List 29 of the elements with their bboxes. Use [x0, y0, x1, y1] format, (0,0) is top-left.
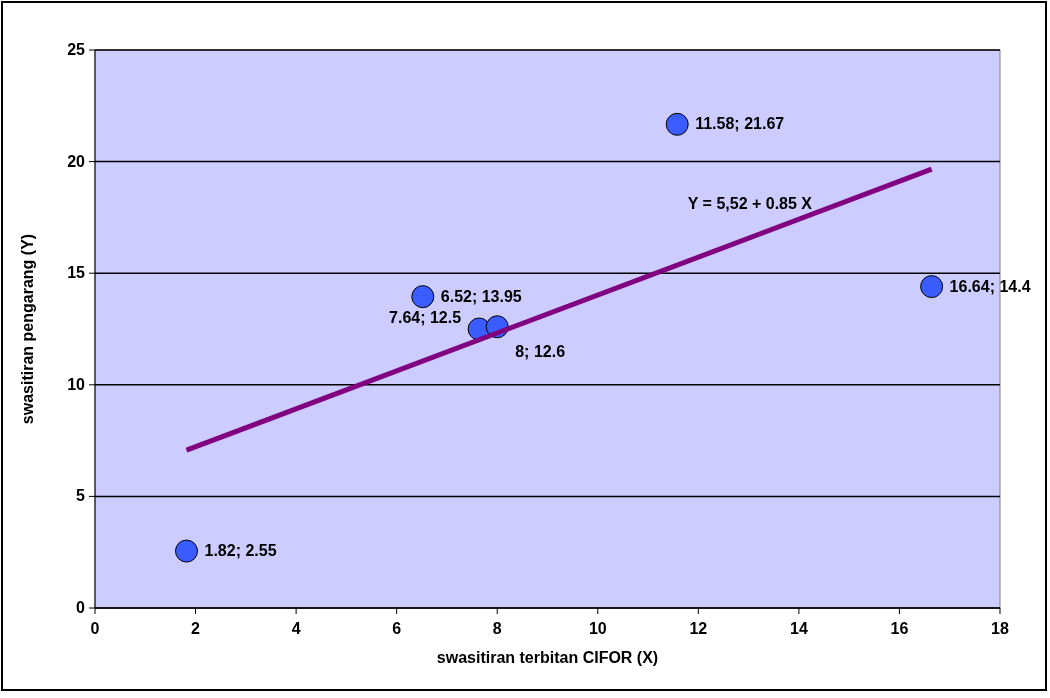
point	[175, 539, 199, 563]
y-tick-label: 20	[67, 152, 86, 170]
data-label: 1.82; 2.55	[204, 542, 277, 560]
x-tick-label: 12	[689, 620, 708, 637]
data-label: 7.64; 12.5	[389, 309, 462, 327]
y-tick-label: 0	[76, 599, 86, 616]
x-axis-title: swasitiran terbitan CIFOR (X)	[436, 649, 659, 666]
point	[920, 275, 944, 299]
x-tick-label: 10	[588, 620, 607, 637]
x-tick-label: 8	[492, 620, 502, 637]
x-tick-label: 18	[991, 620, 1009, 637]
data-label: 11.58; 21.67	[695, 115, 785, 133]
y-tick-label: 5	[76, 487, 86, 505]
annotation: Y = 5,52 + 0.85 X	[687, 195, 813, 213]
x-tick-label: 2	[191, 620, 201, 637]
x-tick-label: 4	[291, 620, 301, 637]
x-tick-label: 0	[90, 620, 100, 637]
point	[665, 112, 689, 136]
x-tick-label: 6	[392, 620, 402, 637]
x-tick-label: 16	[890, 620, 909, 637]
y-tick-label: 15	[67, 264, 86, 282]
y-tick-label: 10	[67, 375, 86, 393]
point	[411, 285, 435, 309]
data-label: 16.64; 14.4	[949, 277, 1031, 295]
data-label: 8; 12.6	[515, 342, 566, 360]
y-axis-title: swasitiran pengarang (Y)	[19, 233, 36, 425]
x-tick-label: 14	[789, 620, 808, 637]
data-label: 6.52; 13.95	[440, 287, 522, 305]
y-tick-label: 25	[67, 41, 86, 58]
